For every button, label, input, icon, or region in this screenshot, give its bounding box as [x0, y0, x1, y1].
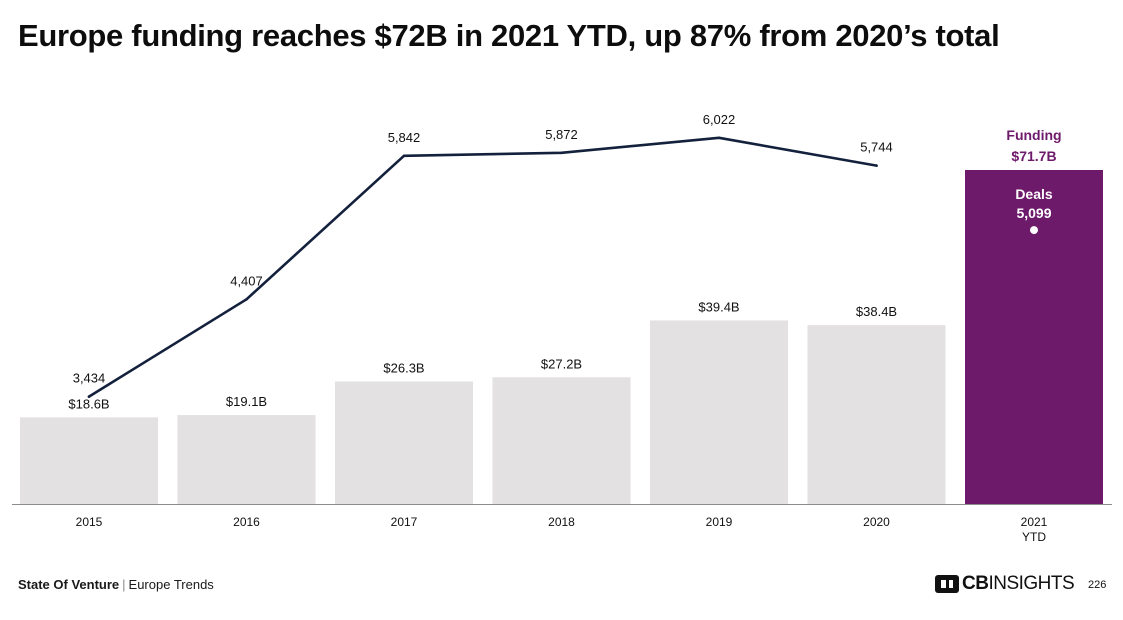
deals-point — [560, 151, 563, 155]
bar-2019 — [650, 320, 788, 504]
footer-separator: | — [122, 577, 126, 592]
deals-point — [717, 136, 721, 140]
cb-insights-logo-icon — [935, 575, 959, 593]
funding-title: Funding — [1006, 127, 1061, 143]
bar-label: $27.2B — [541, 356, 582, 371]
deals-label: 5,744 — [860, 140, 893, 155]
x-tick-label: 2021 — [1021, 515, 1048, 529]
bar-label: $18.6B — [68, 396, 109, 411]
x-tick-label: 2016 — [233, 515, 260, 529]
cb-insights-logo: CBINSIGHTS — [935, 573, 1075, 595]
page-number: 226 — [1088, 579, 1107, 591]
deals-label: 6,022 — [703, 112, 736, 127]
x-tick-label: 2015 — [76, 515, 103, 529]
deals-line — [87, 136, 878, 398]
deals-label: 5,872 — [545, 127, 578, 142]
footer-section: Europe Trends — [128, 577, 214, 592]
deals-label: 3,434 — [73, 371, 106, 386]
footer: State Of Venture | Europe Trends — [18, 577, 214, 592]
deals-title: Deals — [1015, 186, 1053, 202]
footer-brand: State Of Venture — [18, 577, 120, 592]
bar-2016 — [177, 415, 316, 504]
deals-point — [875, 164, 878, 167]
x-tick-label: YTD — [1022, 530, 1046, 544]
page-title: Europe funding reaches $72B in 2021 YTD,… — [18, 18, 1000, 53]
deals-point — [87, 395, 91, 398]
deals-point — [402, 154, 406, 158]
bar-2017 — [335, 381, 473, 504]
bar-2018 — [492, 377, 631, 504]
deals-label: 4,407 — [230, 273, 263, 288]
bar-2020 — [807, 325, 946, 504]
deals-label: 5,842 — [388, 130, 421, 145]
x-tick-label: 2018 — [548, 515, 575, 529]
combo-chart: $18.6B $19.1B $26.3B $27.2B $39.4B $38.4B Fund… — [12, 112, 1112, 544]
logo-text: CBINSIGHTS — [962, 573, 1075, 594]
x-tick-label: 2017 — [391, 515, 418, 529]
bar-label: $26.3B — [383, 360, 424, 375]
deals-point-highlight — [1030, 226, 1038, 235]
deals-value: 5,099 — [1016, 205, 1051, 221]
x-tick-label: 2019 — [706, 515, 733, 529]
bar-label: $39.4B — [698, 299, 739, 314]
x-tick-label: 2020 — [863, 515, 890, 529]
bar-label: $19.1B — [226, 394, 267, 409]
bar-2021 — [965, 170, 1103, 504]
bar-label: $38.4B — [856, 304, 897, 319]
funding-value: $71.7B — [1011, 148, 1056, 164]
deals-point — [245, 298, 248, 301]
bar-2015 — [20, 417, 158, 504]
